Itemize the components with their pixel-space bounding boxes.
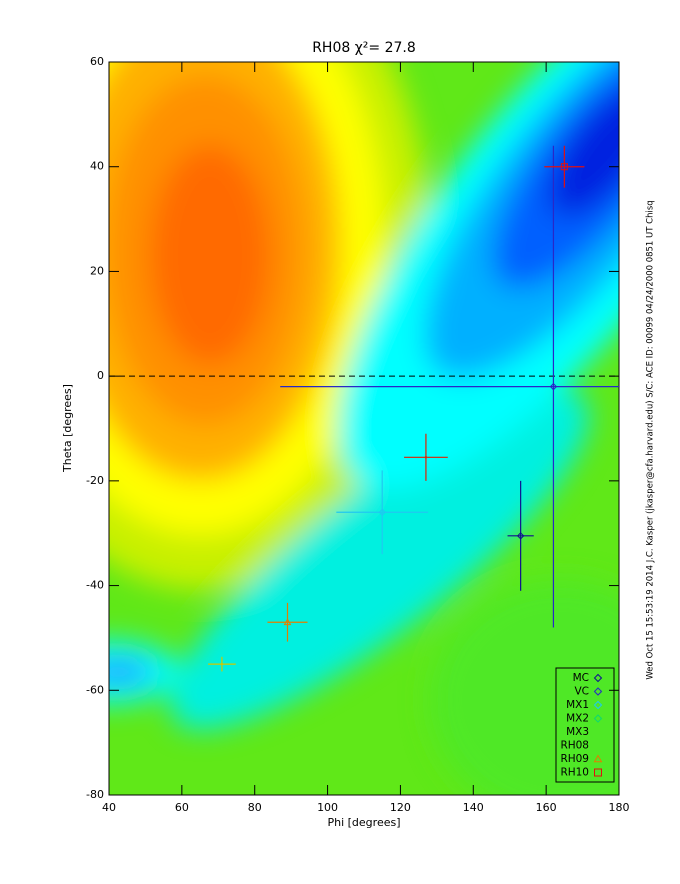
y-axis-label: Theta [degrees] <box>61 384 74 473</box>
y-tick-label: 40 <box>90 160 104 173</box>
x-tick-label: 140 <box>463 801 484 814</box>
marker <box>378 508 386 516</box>
y-tick-label: 60 <box>90 55 104 68</box>
data-layer <box>208 145 619 672</box>
y-tick-label: -80 <box>86 788 104 801</box>
x-tick-label: 120 <box>390 801 411 814</box>
x-tick-label: 60 <box>175 801 189 814</box>
side-note: Wed Oct 15 15:53:19 2014 J.C. Kasper (jk… <box>646 200 656 679</box>
y-tick-label: 20 <box>90 264 104 277</box>
legend-label: MC <box>573 672 589 684</box>
marker <box>560 163 568 171</box>
x-tick-label: 100 <box>317 801 338 814</box>
marker <box>220 662 224 666</box>
x-tick-label: 40 <box>102 801 116 814</box>
y-tick-label: -20 <box>86 474 104 487</box>
x-tick-label: 160 <box>536 801 557 814</box>
legend-marker <box>593 673 603 683</box>
legend-marker <box>593 714 603 723</box>
legend-label: RH09 <box>560 753 589 765</box>
x-tick-label: 80 <box>248 801 262 814</box>
legend-label: MX1 <box>566 699 589 711</box>
chart-title: RH08 χ²= 27.8 <box>312 40 416 56</box>
legend-marker <box>594 768 602 777</box>
legend-label: RH08 <box>560 740 589 752</box>
y-tick-label: -40 <box>86 579 104 592</box>
contour-map <box>109 62 619 795</box>
legend-marker <box>593 754 603 763</box>
legend-label: MX3 <box>566 726 589 738</box>
legend-label: VC <box>574 686 589 698</box>
marker <box>516 532 525 540</box>
marker <box>424 456 428 459</box>
plot-frame <box>108 61 620 796</box>
legend-marker <box>593 687 603 696</box>
x-tick-label: 180 <box>609 801 630 814</box>
x-axis-label: Phi [degrees] <box>327 816 400 829</box>
legend-label: MX2 <box>566 713 589 725</box>
y-tick-label: 0 <box>97 369 104 382</box>
marker <box>549 382 558 391</box>
y-tick-label: -60 <box>86 683 104 696</box>
legend-label: RH10 <box>560 767 589 779</box>
legend-marker <box>593 700 603 710</box>
marker <box>283 618 292 626</box>
legend-box <box>555 667 615 783</box>
